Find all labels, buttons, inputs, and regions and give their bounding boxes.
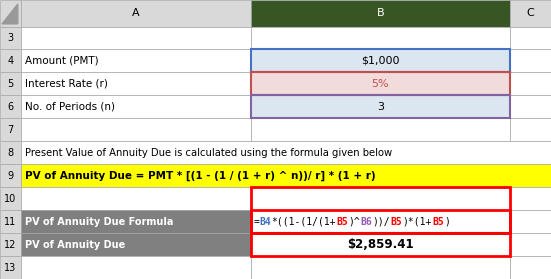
Text: 4: 4 xyxy=(7,56,14,66)
Text: B: B xyxy=(376,8,384,18)
Text: )*(1+: )*(1+ xyxy=(402,217,431,227)
Bar xyxy=(251,49,510,73)
Bar xyxy=(21,210,251,233)
Bar xyxy=(21,27,251,49)
Bar xyxy=(510,233,551,256)
Text: ): ) xyxy=(444,217,450,227)
Text: B5: B5 xyxy=(432,217,444,227)
Bar xyxy=(21,49,251,73)
Bar xyxy=(251,95,510,118)
Text: $2,859.41: $2,859.41 xyxy=(347,238,413,251)
Text: Interest Rate (r): Interest Rate (r) xyxy=(25,79,107,89)
Text: *((1-(1/(1+: *((1-(1/(1+ xyxy=(271,217,336,227)
Text: 6: 6 xyxy=(7,102,14,112)
Text: 5%: 5% xyxy=(371,79,389,89)
Text: B4: B4 xyxy=(260,217,271,227)
Text: 3: 3 xyxy=(7,33,14,43)
Bar xyxy=(21,256,251,279)
Bar xyxy=(0,233,21,256)
Bar xyxy=(0,256,21,279)
Bar xyxy=(510,49,551,73)
Text: Present Value of Annuity Due is calculated using the formula given below: Present Value of Annuity Due is calculat… xyxy=(25,148,392,158)
Bar xyxy=(251,95,510,118)
Bar xyxy=(251,73,510,95)
Bar xyxy=(0,49,21,73)
Text: ))/: ))/ xyxy=(372,217,390,227)
Bar xyxy=(251,187,510,233)
Text: PV of Annuity Due: PV of Annuity Due xyxy=(25,240,125,250)
Text: 7: 7 xyxy=(7,125,14,135)
Bar xyxy=(21,0,251,27)
Text: =: = xyxy=(253,217,260,227)
Text: )^: )^ xyxy=(349,217,360,227)
Bar xyxy=(510,118,551,141)
Bar xyxy=(21,95,251,118)
Bar xyxy=(251,233,510,256)
Bar xyxy=(510,0,551,27)
Text: 8: 8 xyxy=(7,148,14,158)
Text: C: C xyxy=(526,8,534,18)
Bar xyxy=(0,73,21,95)
Text: B5: B5 xyxy=(390,217,402,227)
Bar xyxy=(251,118,510,141)
Text: 13: 13 xyxy=(4,263,17,273)
Bar xyxy=(251,49,510,73)
Bar xyxy=(510,27,551,49)
Bar xyxy=(510,187,551,210)
Bar xyxy=(251,27,510,49)
Text: B5: B5 xyxy=(337,217,349,227)
Polygon shape xyxy=(2,4,18,24)
Bar xyxy=(0,0,21,27)
Text: No. of Periods (n): No. of Periods (n) xyxy=(25,102,115,112)
Bar xyxy=(0,210,21,233)
Bar xyxy=(0,187,21,210)
Bar xyxy=(0,164,21,187)
Bar xyxy=(21,73,251,95)
Bar xyxy=(251,210,510,233)
Text: Amount (PMT): Amount (PMT) xyxy=(25,56,99,66)
Text: 12: 12 xyxy=(4,240,17,250)
Bar xyxy=(251,187,510,210)
Bar xyxy=(0,27,21,49)
Bar xyxy=(251,210,510,233)
Bar xyxy=(21,141,551,164)
Text: PV of Annuity Due = PMT * [(1 - (1 / (1 + r) ^ n))/ r] * (1 + r): PV of Annuity Due = PMT * [(1 - (1 / (1 … xyxy=(25,170,375,181)
Bar xyxy=(0,141,21,164)
Text: 10: 10 xyxy=(4,194,17,204)
Bar xyxy=(510,95,551,118)
Text: 11: 11 xyxy=(4,217,17,227)
Bar xyxy=(21,164,551,187)
Text: 5: 5 xyxy=(7,79,14,89)
Bar xyxy=(510,73,551,95)
Text: B6: B6 xyxy=(360,217,372,227)
Bar xyxy=(21,233,251,256)
Text: PV of Annuity Due Formula: PV of Annuity Due Formula xyxy=(25,217,173,227)
Bar xyxy=(0,118,21,141)
Bar xyxy=(21,118,251,141)
Bar xyxy=(21,187,251,210)
Bar xyxy=(251,256,510,279)
Bar xyxy=(251,73,510,95)
Text: $1,000: $1,000 xyxy=(361,56,399,66)
Bar xyxy=(510,210,551,233)
Text: A: A xyxy=(132,8,139,18)
Bar xyxy=(510,256,551,279)
Text: 3: 3 xyxy=(377,102,383,112)
Bar xyxy=(0,95,21,118)
Text: 9: 9 xyxy=(7,171,14,181)
Bar xyxy=(251,233,510,256)
Bar xyxy=(251,0,510,27)
Bar xyxy=(251,232,510,233)
